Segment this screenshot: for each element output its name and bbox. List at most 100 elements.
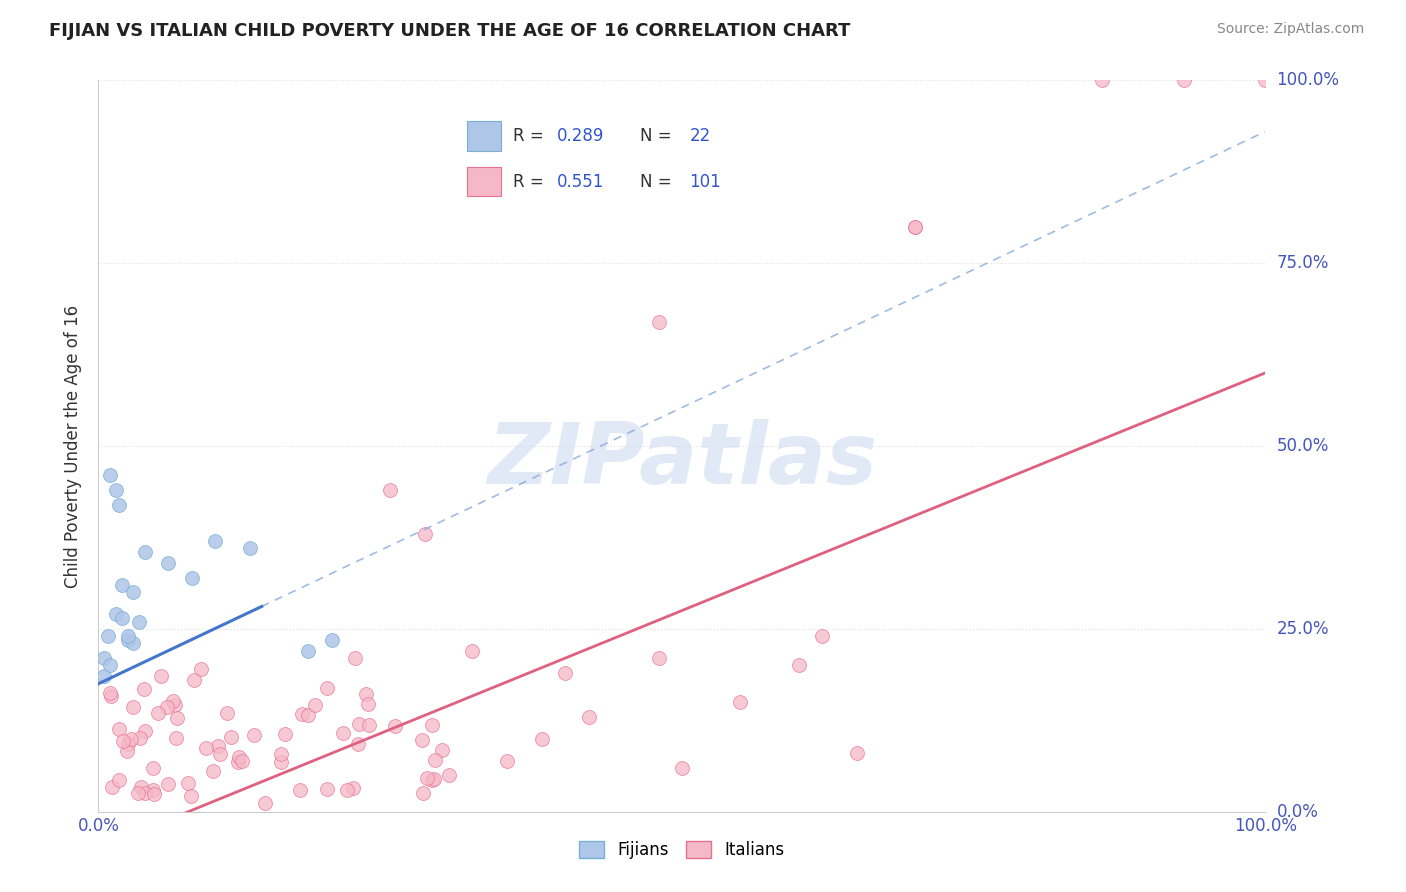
- Point: [156, 700, 179, 714]
- Point: [416, 771, 439, 785]
- Point: [342, 781, 364, 796]
- Legend: Fijians, Italians: Fijians, Italians: [572, 834, 792, 865]
- Point: [423, 753, 446, 767]
- Point: [156, 777, 179, 791]
- Point: [671, 761, 693, 775]
- Point: [134, 786, 156, 800]
- Text: FIJIAN VS ITALIAN CHILD POVERTY UNDER THE AGE OF 16 CORRELATION CHART: FIJIAN VS ITALIAN CHILD POVERTY UNDER TH…: [49, 22, 851, 40]
- Point: [117, 632, 139, 647]
- Point: [496, 754, 519, 768]
- Point: [177, 776, 200, 790]
- Point: [142, 761, 165, 775]
- Point: [315, 681, 337, 695]
- Point: [228, 750, 250, 764]
- Point: [183, 673, 205, 688]
- Text: 100.0%: 100.0%: [1277, 71, 1340, 89]
- Text: Source: ZipAtlas.com: Source: ZipAtlas.com: [1216, 22, 1364, 37]
- Point: [134, 545, 156, 559]
- Point: [270, 755, 292, 769]
- Point: [437, 768, 460, 782]
- Point: [111, 611, 134, 625]
- Point: [290, 783, 312, 797]
- Point: [165, 731, 187, 745]
- Point: [162, 694, 184, 708]
- Point: [128, 615, 150, 629]
- Point: [647, 315, 669, 329]
- Point: [129, 780, 152, 794]
- Point: [904, 219, 927, 234]
- Point: [120, 731, 142, 746]
- Point: [108, 772, 131, 787]
- Point: [254, 797, 277, 811]
- Point: [112, 734, 135, 748]
- Point: [142, 782, 165, 797]
- Point: [420, 718, 443, 732]
- Point: [347, 737, 370, 751]
- Point: [98, 686, 121, 700]
- Point: [204, 534, 226, 549]
- Point: [321, 632, 343, 647]
- Point: [219, 730, 242, 744]
- Point: [179, 789, 201, 803]
- Point: [423, 772, 446, 787]
- Point: [98, 658, 121, 673]
- Point: [291, 706, 314, 721]
- Point: [98, 468, 121, 483]
- Point: [332, 726, 354, 740]
- Point: [530, 731, 553, 746]
- Point: [904, 219, 927, 234]
- Point: [122, 585, 145, 599]
- Point: [217, 706, 239, 720]
- Point: [100, 689, 122, 703]
- Point: [143, 787, 166, 801]
- Point: [413, 526, 436, 541]
- Point: [316, 782, 339, 797]
- Point: [811, 629, 834, 643]
- Point: [730, 695, 752, 709]
- Point: [380, 483, 402, 497]
- Text: 0.0%: 0.0%: [1277, 803, 1319, 821]
- Point: [846, 746, 869, 760]
- Point: [201, 764, 224, 779]
- Point: [554, 665, 576, 680]
- Point: [108, 498, 131, 512]
- Point: [578, 709, 600, 723]
- Point: [412, 786, 434, 800]
- Point: [97, 629, 120, 643]
- Point: [231, 754, 253, 768]
- Point: [347, 717, 370, 731]
- Point: [304, 698, 326, 712]
- Point: [122, 636, 145, 650]
- Point: [344, 651, 367, 665]
- Text: 50.0%: 50.0%: [1277, 437, 1329, 455]
- Point: [226, 755, 249, 769]
- Point: [117, 737, 139, 751]
- Point: [166, 711, 188, 725]
- Point: [1091, 73, 1114, 87]
- Point: [432, 743, 454, 757]
- Point: [108, 722, 131, 736]
- Point: [297, 708, 319, 723]
- Point: [420, 772, 443, 787]
- Point: [357, 697, 380, 711]
- Point: [297, 644, 319, 658]
- Point: [1254, 73, 1277, 87]
- Point: [100, 780, 122, 794]
- Point: [149, 669, 172, 683]
- Point: [180, 571, 202, 585]
- Point: [93, 651, 115, 665]
- Point: [190, 662, 212, 676]
- Y-axis label: Child Poverty Under the Age of 16: Child Poverty Under the Age of 16: [65, 304, 83, 588]
- Point: [239, 541, 262, 556]
- Point: [384, 719, 406, 733]
- Point: [242, 728, 264, 742]
- Point: [209, 747, 232, 761]
- Point: [273, 727, 295, 741]
- Point: [270, 747, 292, 761]
- Text: 75.0%: 75.0%: [1277, 254, 1329, 272]
- Point: [121, 700, 143, 714]
- Point: [134, 724, 156, 739]
- Point: [134, 681, 156, 696]
- Point: [93, 669, 115, 683]
- Point: [354, 687, 377, 701]
